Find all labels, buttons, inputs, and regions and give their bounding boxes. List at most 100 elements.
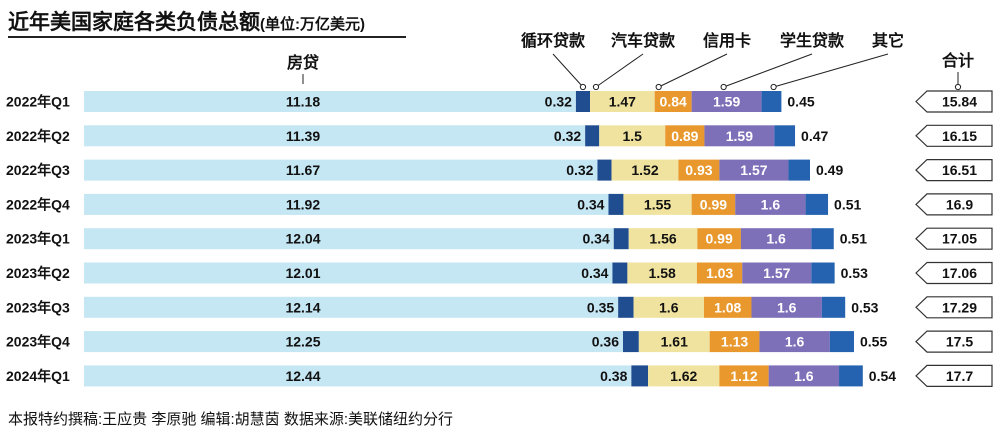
chart-title: 近年美国家庭各类负债总额(单位:万亿美元): [8, 6, 365, 36]
legend-other: 其它: [872, 31, 904, 50]
legend-student: 学生贷款: [780, 31, 845, 50]
bar-other: [788, 159, 810, 181]
bar-mortgage: [84, 262, 613, 284]
bar-mortgage: [84, 296, 619, 318]
data-label-student: 1.6: [785, 334, 805, 350]
total-arrow-box: [915, 296, 993, 319]
data-label-auto: 1.56: [649, 231, 676, 247]
legend-revolving: 循环贷款: [521, 31, 586, 50]
bar-other: [811, 228, 834, 250]
data-label-student: 1.57: [740, 162, 767, 178]
total-arrow-box: [915, 159, 993, 182]
bar-other: [811, 262, 835, 284]
total-value: 17.29: [942, 299, 977, 315]
total-arrow-box: [915, 330, 993, 353]
bar-student: [751, 296, 822, 318]
legend-credit-card: 信用卡: [703, 31, 751, 50]
bar-revolving: [575, 91, 590, 112]
data-label-mortgage: 11.39: [286, 128, 320, 144]
bar-student: [768, 365, 840, 387]
legend-mortgage: 房贷: [287, 53, 319, 72]
data-label-student: 1.6: [761, 196, 781, 212]
data-label-mortgage: 11.92: [286, 196, 320, 212]
data-label-mortgage: 12.14: [285, 299, 320, 315]
bar-auto: [633, 296, 704, 318]
bar-revolving: [623, 331, 639, 353]
legend-student-leader: [723, 53, 813, 88]
data-label-credit-card: 0.93: [685, 162, 712, 178]
bar-student: [759, 331, 830, 353]
data-label-mortgage: 11.67: [286, 162, 320, 178]
data-label-mortgage: 11.18: [286, 94, 320, 110]
chart-title-unit: (单位:万亿美元): [260, 16, 365, 33]
bar-other: [805, 193, 829, 215]
bar-mortgage: [84, 159, 598, 181]
category-label: 2023年Q4: [6, 334, 70, 350]
category-label: 2022年Q2: [6, 128, 70, 144]
footer-credit: 本报特约撰稿:王应贵 李原驰 编辑:胡慧茵 数据来源:美联储纽约分行: [8, 411, 454, 428]
category-label: 2022年Q3: [6, 162, 70, 178]
bar-student: [740, 228, 812, 250]
total-value: 17.06: [942, 265, 977, 281]
data-label-auto: 1.47: [609, 94, 636, 110]
data-label-mortgage: 12.01: [285, 265, 320, 281]
bar-auto: [638, 331, 710, 353]
total-arrow-box: [915, 227, 993, 250]
bar-credit_card: [709, 331, 760, 353]
legend-auto-dot: [592, 83, 600, 91]
total-value: 17.5: [946, 334, 973, 350]
category-label: 2023年Q3: [6, 299, 70, 315]
bar-revolving: [585, 125, 600, 147]
data-label-credit-card: 1.03: [706, 265, 733, 281]
bar-revolving: [618, 296, 634, 318]
data-label-auto: 1.6: [659, 299, 679, 315]
bar-other: [821, 296, 846, 318]
total-header: 合计: [942, 51, 974, 70]
bar-student: [735, 193, 806, 215]
bar-student: [691, 91, 762, 112]
data-label-other: 0.51: [840, 231, 867, 247]
bar-auto: [623, 193, 692, 215]
data-label-mortgage: 12.44: [285, 368, 320, 384]
bar-credit_card: [703, 296, 752, 318]
data-label-revolving: 0.38: [600, 368, 627, 384]
data-label-other: 0.47: [801, 128, 828, 144]
data-label-credit-card: 0.84: [660, 94, 687, 110]
bar-auto: [599, 125, 666, 147]
bar-mortgage: [84, 331, 623, 353]
data-label-other: 0.55: [860, 334, 887, 350]
data-label-auto: 1.61: [661, 334, 688, 350]
bar-mortgage: [84, 125, 586, 147]
category-label: 2022年Q1: [6, 94, 70, 110]
legend-auto: 汽车贷款: [611, 31, 676, 50]
legend-revolving-leader: [552, 53, 584, 88]
bar-auto: [648, 365, 720, 387]
bar-revolving: [613, 228, 629, 250]
data-label-revolving: 0.34: [577, 196, 604, 212]
bar-auto: [628, 228, 698, 250]
bar-auto: [627, 262, 697, 284]
legend-other-dot: [770, 83, 777, 91]
total-header-dot: [954, 83, 962, 91]
bar-credit_card: [665, 125, 705, 147]
bar-credit_card: [678, 159, 720, 181]
data-label-credit-card: 1.13: [721, 334, 748, 350]
data-label-credit-card: 0.99: [700, 196, 727, 212]
chart-title-main: 近年美国家庭各类负债总额: [8, 11, 260, 34]
bar-credit_card: [654, 91, 692, 112]
data-label-mortgage: 12.25: [285, 334, 320, 350]
data-label-revolving: 0.32: [554, 128, 581, 144]
bar-auto: [590, 91, 655, 112]
bar-credit_card: [696, 262, 743, 284]
data-label-other: 0.45: [787, 94, 814, 110]
bar-other: [774, 125, 796, 147]
bar-other: [829, 331, 854, 353]
total-arrow-box: [915, 364, 993, 387]
data-label-student: 1.6: [766, 231, 786, 247]
bar-auto: [611, 159, 679, 181]
data-label-other: 0.51: [834, 196, 861, 212]
bar-mortgage: [84, 91, 576, 112]
total-arrow-box: [915, 90, 993, 113]
data-label-credit-card: 0.89: [671, 128, 698, 144]
